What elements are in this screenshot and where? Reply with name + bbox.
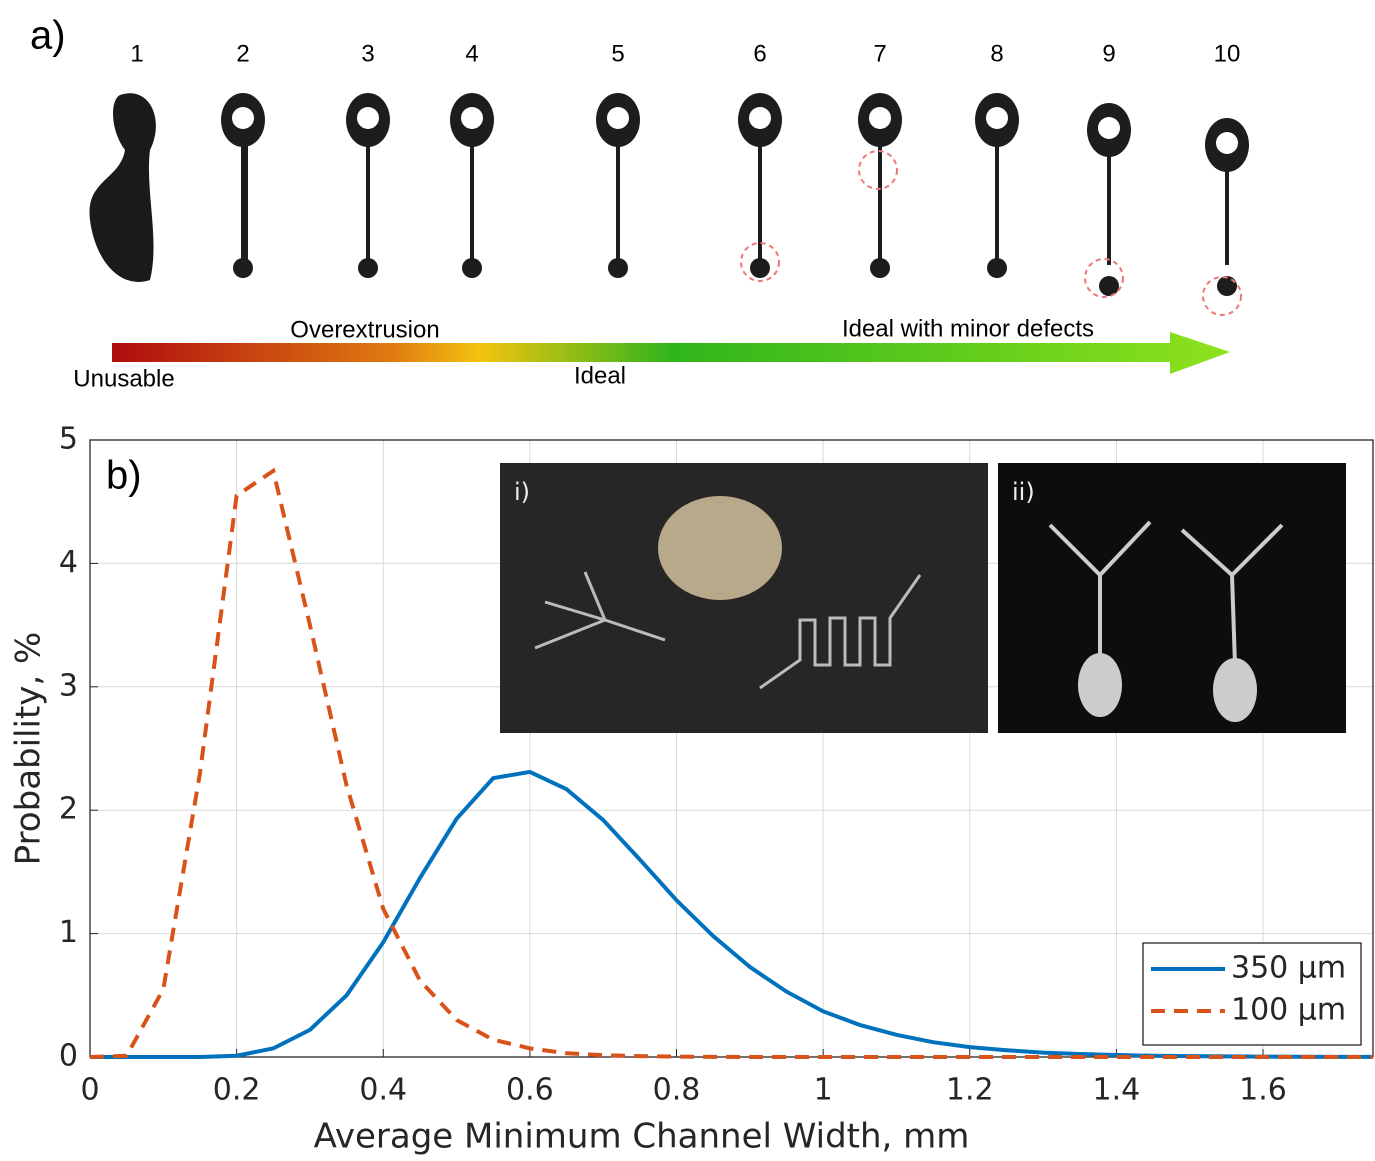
defect-marker	[740, 242, 780, 282]
x-tick-label: 0	[80, 1073, 99, 1108]
arrow-label: Ideal with minor defects	[842, 315, 1094, 342]
device-hole	[607, 107, 629, 129]
device-channel	[1107, 155, 1111, 265]
sample-number: 9	[1102, 40, 1115, 67]
y-tick-label: 1	[59, 915, 78, 950]
y-tick-label: 4	[59, 545, 78, 580]
x-tick-label: 0.4	[359, 1073, 407, 1108]
sample-number: 8	[990, 40, 1003, 67]
device-hole	[869, 107, 891, 129]
series-line	[89, 467, 1373, 1059]
device-hole	[986, 107, 1008, 129]
panel-a: a) 1 2 3 4 5 6 7 8 9 10 Overextrusion Ideal with mi…	[30, 14, 1249, 392]
device-hole	[232, 107, 254, 129]
panel-label: a)	[30, 14, 66, 58]
legend-box	[1142, 942, 1362, 1046]
x-axis-label: Average Minimum Channel Width, mm	[314, 1117, 970, 1157]
x-tick-label: 0.8	[653, 1073, 701, 1108]
panel-b: 0 0.2 0.4 0.6 0.8 1 1.2 1.4 1.6 0 1 2 3 4 5 Average Min…	[9, 422, 1374, 1157]
defect-marker	[1084, 258, 1124, 298]
device-port	[987, 258, 1007, 278]
defect-marker	[858, 150, 898, 190]
arrow-label: Unusable	[73, 365, 174, 392]
inset-label: ii)	[1012, 478, 1035, 506]
sample-number: 4	[465, 40, 478, 67]
y-tick-label: 3	[59, 668, 78, 703]
device-port	[358, 258, 378, 278]
x-tick-label: 1.4	[1093, 1073, 1141, 1108]
device-channel	[758, 145, 762, 265]
sample-number: 7	[873, 40, 886, 67]
device-channel	[366, 145, 370, 265]
device-port	[233, 258, 253, 278]
device-sketch	[1078, 653, 1122, 717]
device-hole	[461, 107, 483, 129]
legend-label: 100 µm	[1231, 993, 1346, 1028]
sample-number: 2	[236, 40, 249, 67]
quality-arrow	[112, 332, 1230, 374]
inset-photo	[998, 463, 1346, 733]
x-tick-label: 0.2	[213, 1073, 261, 1108]
sample-number: 1	[130, 40, 143, 67]
y-tick-label: 5	[59, 422, 78, 457]
device-port	[1099, 276, 1119, 296]
arrow-label: Ideal	[574, 362, 626, 389]
device-sketch	[534, 571, 922, 690]
sample-number: 6	[753, 40, 766, 67]
device-channel	[878, 145, 882, 265]
device-photo	[89, 93, 156, 282]
device-channel	[241, 145, 248, 265]
sample-number: 5	[611, 40, 624, 67]
device-port	[750, 258, 770, 278]
device-hole	[357, 107, 379, 129]
legend-label: 350 µm	[1231, 951, 1346, 986]
device-sketch	[1213, 658, 1257, 722]
sample-number: 10	[1214, 40, 1241, 67]
device-port	[1217, 276, 1237, 296]
y-tick-label: 0	[59, 1039, 78, 1074]
coin	[658, 496, 782, 600]
sample-number: 3	[361, 40, 374, 67]
x-tick-label: 1.6	[1239, 1073, 1287, 1108]
series-line	[90, 769, 1373, 1059]
device-port	[870, 258, 890, 278]
x-tick-label: 0.6	[506, 1073, 554, 1108]
y-tick-label: 2	[59, 792, 78, 827]
device-port	[462, 258, 482, 278]
device-channel	[995, 145, 999, 265]
device-channel	[470, 145, 474, 265]
device-hole	[1098, 117, 1120, 139]
panel-label: b)	[106, 454, 142, 498]
arrow-label: Overextrusion	[290, 316, 439, 343]
inset-label: i)	[514, 478, 530, 506]
y-axis-label: Probability, %	[9, 632, 49, 866]
device-channel	[1225, 170, 1229, 265]
device-hole	[1216, 132, 1238, 154]
device-sketch	[1048, 520, 1284, 666]
x-tick-label: 1	[814, 1073, 833, 1108]
device-channel	[616, 145, 620, 265]
defect-marker	[1202, 276, 1242, 316]
device-hole	[749, 107, 771, 129]
x-tick-label: 1.2	[946, 1073, 994, 1108]
device-port	[608, 258, 628, 278]
